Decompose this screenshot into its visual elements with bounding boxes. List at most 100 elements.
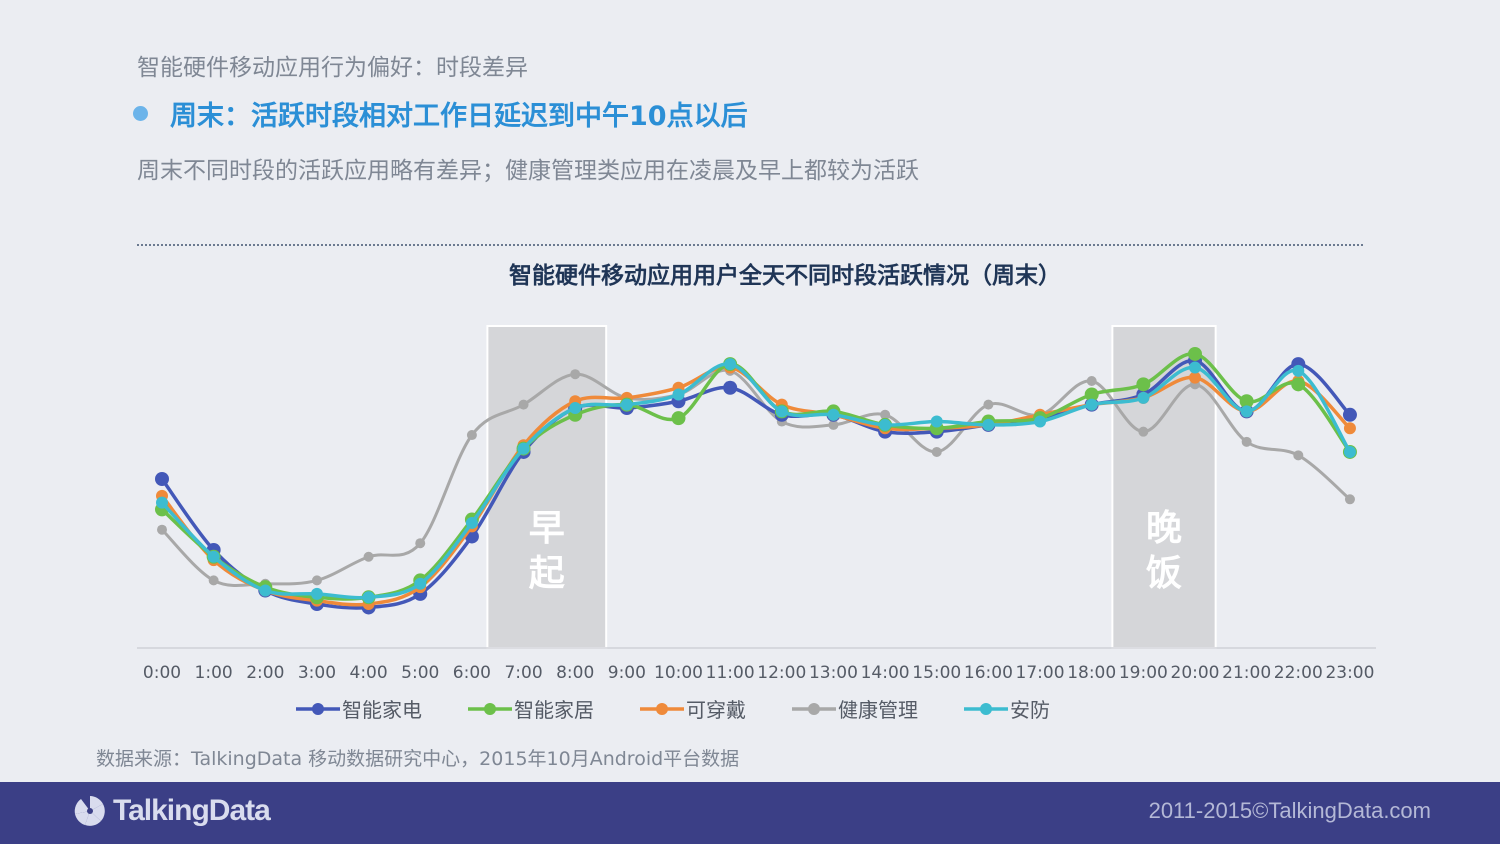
time-band-label-1: 晚饭 bbox=[1146, 508, 1182, 594]
data-point bbox=[1085, 398, 1098, 411]
x-tick-label: 0:00 bbox=[143, 663, 181, 683]
legend-swatch bbox=[964, 702, 1008, 715]
data-point bbox=[1034, 415, 1047, 428]
chart-legend: 智能家电 智能家居 可穿戴 健康管理 安防 bbox=[296, 694, 1096, 723]
legend-label: 可穿戴 bbox=[686, 698, 746, 722]
legend-swatch bbox=[296, 702, 340, 715]
data-point bbox=[1086, 375, 1097, 386]
x-tick-label: 5:00 bbox=[401, 663, 439, 683]
time-band-1 bbox=[1111, 325, 1217, 649]
data-point bbox=[931, 446, 942, 457]
data-point bbox=[466, 430, 477, 441]
x-tick-label: 21:00 bbox=[1222, 663, 1271, 683]
bullet-dot-icon bbox=[133, 106, 148, 121]
data-point bbox=[775, 405, 788, 418]
legend-item-4: 安防 bbox=[964, 694, 1050, 723]
data-point bbox=[723, 380, 738, 395]
x-tick-label: 8:00 bbox=[556, 663, 594, 683]
legend-label: 智能家电 bbox=[342, 698, 422, 722]
section-kicker: 智能硬件移动应用行为偏好：时段差异 bbox=[137, 55, 528, 81]
legend-swatch bbox=[792, 702, 836, 715]
data-point bbox=[414, 577, 427, 590]
x-tick-label: 4:00 bbox=[350, 663, 388, 683]
data-point bbox=[208, 575, 219, 586]
x-tick-label: 7:00 bbox=[504, 663, 542, 683]
data-point bbox=[157, 524, 167, 535]
data-point bbox=[259, 584, 272, 597]
data-point bbox=[724, 358, 737, 371]
subtitle: 周末不同时段的活跃应用略有差异；健康管理类应用在凌晨及早上都较为活跃 bbox=[137, 158, 919, 184]
data-source-note: 数据来源：TalkingData 移动数据研究中心，2015年10月Androi… bbox=[96, 748, 740, 770]
time-band-label-0: 早起 bbox=[529, 508, 566, 594]
data-point bbox=[363, 551, 374, 562]
data-point bbox=[879, 418, 892, 431]
x-tick-label: 3:00 bbox=[298, 663, 336, 683]
legend-label: 智能家居 bbox=[514, 698, 594, 722]
data-point bbox=[1293, 450, 1304, 461]
legend-label: 安防 bbox=[1010, 698, 1050, 722]
logo-wordmark: TalkingData bbox=[113, 794, 271, 827]
copyright-text: 2011-2015©TalkingData.com bbox=[1148, 798, 1431, 823]
x-tick-label: 1:00 bbox=[195, 663, 233, 683]
series-line-0 bbox=[160, 358, 1352, 610]
x-tick-label: 10:00 bbox=[654, 663, 703, 683]
x-tick-label: 23:00 bbox=[1325, 663, 1374, 683]
x-tick-label: 12:00 bbox=[757, 663, 806, 683]
data-point bbox=[1239, 394, 1254, 409]
headline-row: 周末：活跃时段相对工作日延迟到中午10点以后 bbox=[133, 94, 748, 133]
legend-item-1: 智能家居 bbox=[468, 694, 594, 723]
series-4 bbox=[156, 358, 1356, 604]
x-tick-label: 2:00 bbox=[246, 663, 284, 683]
data-point bbox=[1343, 445, 1356, 458]
data-point bbox=[207, 550, 220, 563]
legend-item-2: 可穿戴 bbox=[640, 694, 746, 723]
data-point bbox=[1343, 422, 1356, 435]
data-point bbox=[828, 419, 839, 430]
data-point bbox=[880, 409, 891, 420]
pinwheel-logo-icon bbox=[74, 796, 105, 826]
data-point bbox=[311, 575, 322, 586]
x-tick-label: 22:00 bbox=[1274, 663, 1323, 683]
time-band-0 bbox=[486, 325, 608, 649]
x-tick-label: 16:00 bbox=[964, 663, 1013, 683]
data-point bbox=[1240, 405, 1253, 418]
headline: 周末：活跃时段相对工作日延迟到中午10点以后 bbox=[170, 101, 748, 132]
x-tick-label: 9:00 bbox=[608, 663, 646, 683]
x-tick-label: 6:00 bbox=[453, 663, 491, 683]
data-point bbox=[1136, 377, 1151, 392]
data-point bbox=[983, 399, 994, 410]
x-tick-label: 19:00 bbox=[1119, 663, 1168, 683]
x-tick-label: 20:00 bbox=[1171, 663, 1220, 683]
data-point bbox=[1188, 346, 1202, 361]
x-tick-label: 14:00 bbox=[861, 663, 910, 683]
x-tick-label: 15:00 bbox=[912, 663, 961, 683]
footer-bar: TalkingData 2011-2015©TalkingData.com bbox=[0, 782, 1500, 844]
data-point bbox=[1241, 436, 1252, 447]
data-point bbox=[570, 369, 581, 380]
data-point bbox=[155, 472, 169, 486]
data-point bbox=[156, 496, 168, 509]
legend-item-0: 智能家电 bbox=[296, 694, 422, 723]
data-point bbox=[620, 398, 633, 411]
data-point bbox=[465, 516, 478, 529]
data-point bbox=[1344, 494, 1355, 505]
data-point bbox=[1189, 361, 1201, 374]
data-point bbox=[671, 411, 686, 426]
data-point bbox=[827, 408, 840, 421]
x-tick-label: 17:00 bbox=[1016, 663, 1065, 683]
data-point bbox=[310, 587, 323, 600]
x-tick-label: 11:00 bbox=[706, 663, 755, 683]
legend-swatch bbox=[640, 702, 684, 715]
data-point bbox=[1189, 371, 1201, 384]
legend-label: 健康管理 bbox=[838, 698, 918, 722]
data-point bbox=[1137, 391, 1150, 404]
data-point bbox=[1138, 426, 1149, 437]
data-point bbox=[982, 418, 995, 431]
data-point bbox=[1342, 407, 1357, 422]
data-point bbox=[518, 399, 529, 410]
data-point bbox=[672, 388, 685, 401]
legend-swatch bbox=[468, 702, 512, 715]
dotted-divider bbox=[137, 244, 1363, 246]
legend-item-3: 健康管理 bbox=[792, 694, 918, 723]
